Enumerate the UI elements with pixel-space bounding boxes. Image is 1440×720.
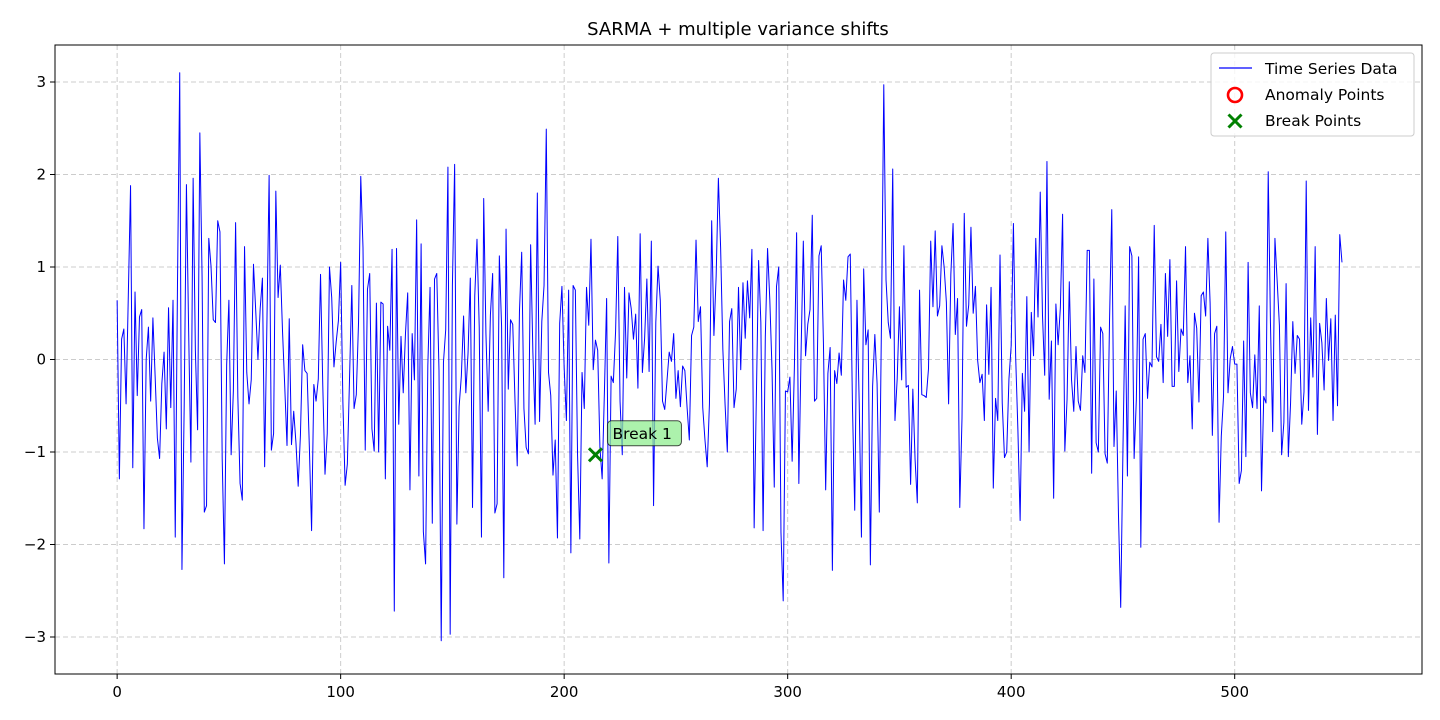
y-tick-label: 0 [36, 351, 46, 369]
y-tick-label: −2 [24, 536, 46, 554]
series-group [116, 72, 1343, 642]
legend: Time Series Data Anomaly Points Break Po… [1210, 52, 1415, 137]
legend-x-stroke [1227, 113, 1243, 129]
y-tick-label: 2 [36, 166, 46, 184]
break-points-group: Break 1 [587, 420, 682, 463]
x-tick-label: 400 [997, 683, 1026, 701]
x-tick-label: 200 [550, 683, 579, 701]
series-line [116, 72, 1343, 642]
y-tick-label: 1 [36, 258, 46, 276]
y-axis: −3 −2 −1 0 1 2 3 [24, 73, 55, 646]
legend-box [1210, 52, 1415, 137]
legend-label-anomaly: Anomaly Points [1265, 86, 1384, 104]
y-tick-label: −1 [24, 443, 46, 461]
y-tick-label: −3 [24, 628, 46, 646]
break-annotation-box [606, 420, 682, 447]
legend-anomaly-swatch [1226, 86, 1244, 104]
break-annotation-label: Break 1 [612, 425, 671, 443]
x-axis: 0 100 200 300 400 500 [112, 674, 1249, 701]
break-marker [587, 447, 604, 463]
x-tick-label: 300 [773, 683, 802, 701]
x-tick-label: 500 [1220, 683, 1249, 701]
x-tick-label: 100 [326, 683, 355, 701]
legend-label-break: Break Points [1265, 112, 1361, 130]
legend-label-time-series: Time Series Data [1264, 60, 1397, 78]
y-tick-label: 3 [36, 73, 46, 91]
x-tick-label: 0 [112, 683, 122, 701]
legend-break-swatch [1227, 113, 1243, 129]
chart-title: SARMA + multiple variance shifts [587, 19, 889, 40]
